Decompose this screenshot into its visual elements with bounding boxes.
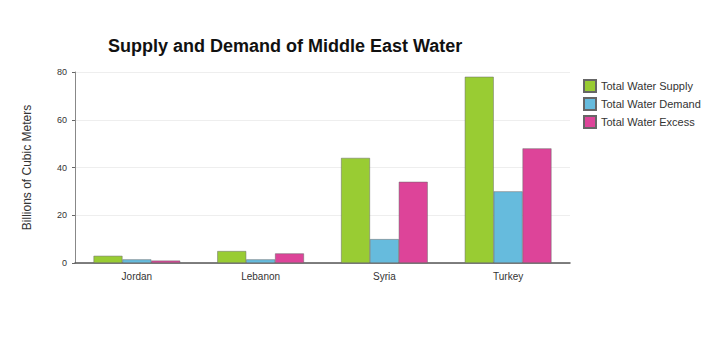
svg-text:Syria: Syria: [373, 271, 396, 282]
svg-text:Turkey: Turkey: [493, 271, 523, 282]
svg-text:Jordan: Jordan: [122, 271, 153, 282]
svg-text:20: 20: [57, 210, 67, 220]
svg-text:Total Water Demand: Total Water Demand: [601, 98, 701, 110]
svg-text:Supply and Demand of Middle Ea: Supply and Demand of Middle East Water: [108, 36, 462, 56]
svg-text:60: 60: [57, 115, 67, 125]
svg-text:Total Water Supply: Total Water Supply: [601, 80, 693, 92]
svg-text:Lebanon: Lebanon: [241, 271, 280, 282]
svg-text:Total Water Excess: Total Water Excess: [601, 116, 695, 128]
svg-text:0: 0: [62, 258, 67, 268]
svg-text:40: 40: [57, 163, 67, 173]
svg-text:Billions of Cubic Meters: Billions of Cubic Meters: [20, 105, 34, 230]
svg-text:80: 80: [57, 67, 67, 77]
